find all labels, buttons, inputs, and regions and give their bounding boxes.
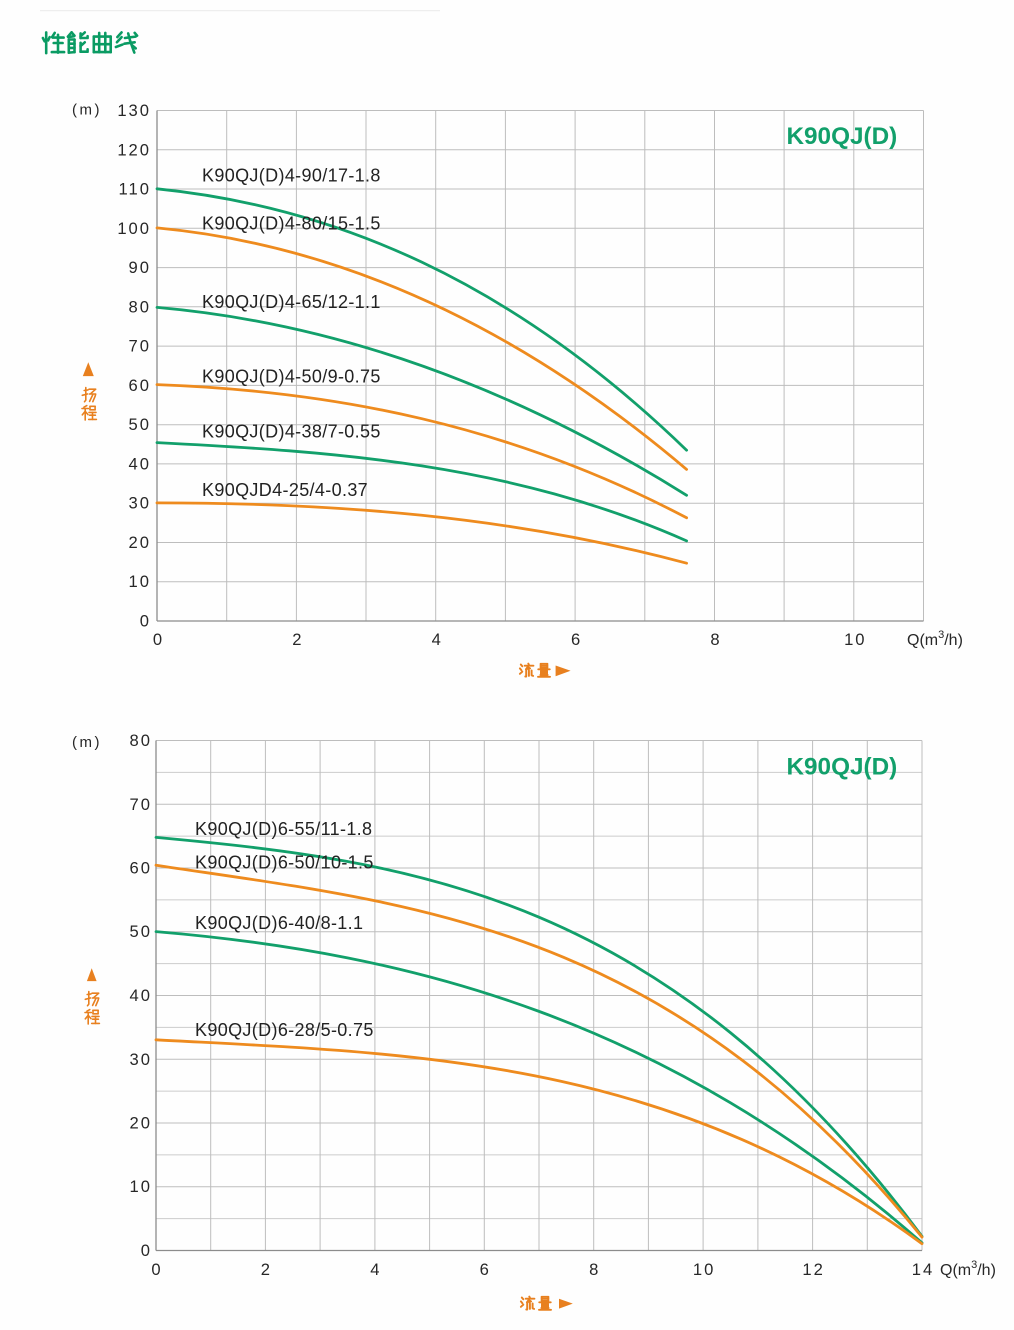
svg-text:40: 40	[130, 986, 152, 1005]
svg-text:K90QJ(D)4-80/15-1.5: K90QJ(D)4-80/15-1.5	[202, 214, 381, 234]
svg-text:70: 70	[130, 795, 152, 814]
svg-text:100: 100	[117, 219, 151, 238]
svg-text:K90QJ(D)4-90/17-1.8: K90QJ(D)4-90/17-1.8	[202, 166, 381, 186]
svg-text:12: 12	[802, 1260, 824, 1279]
svg-text:6: 6	[571, 630, 582, 649]
svg-text:20: 20	[130, 1114, 152, 1133]
svg-text:10: 10	[129, 572, 151, 591]
svg-text:2: 2	[292, 630, 303, 649]
svg-text:K90QJ(D)4-38/7-0.55: K90QJ(D)4-38/7-0.55	[202, 422, 381, 442]
svg-text:10: 10	[844, 630, 866, 649]
svg-text:80: 80	[129, 297, 151, 316]
svg-text:0: 0	[140, 612, 151, 631]
svg-text:(m): (m)	[72, 102, 102, 119]
svg-text:130: 130	[117, 101, 151, 120]
svg-text:10: 10	[130, 1177, 152, 1196]
svg-text:K90QJ(D)4-65/12-1.1: K90QJ(D)4-65/12-1.1	[202, 292, 381, 312]
svg-text:K90QJD4-25/4-0.37: K90QJD4-25/4-0.37	[202, 480, 368, 500]
svg-text:120: 120	[117, 140, 151, 159]
svg-text:Q(m3/h): Q(m3/h)	[940, 1259, 996, 1279]
svg-text:30: 30	[130, 1050, 152, 1069]
svg-text:0: 0	[151, 1260, 162, 1279]
svg-text:8: 8	[589, 1260, 600, 1279]
svg-text:4: 4	[432, 630, 443, 649]
svg-text:50: 50	[130, 922, 152, 941]
svg-text:K90QJ(D): K90QJ(D)	[787, 123, 898, 150]
svg-text:4: 4	[370, 1260, 381, 1279]
svg-text:80: 80	[130, 731, 152, 750]
svg-text:40: 40	[129, 454, 151, 473]
svg-text:0: 0	[141, 1241, 152, 1260]
svg-text:60: 60	[130, 859, 152, 878]
svg-text:0: 0	[153, 630, 164, 649]
svg-text:2: 2	[261, 1260, 272, 1279]
svg-text:8: 8	[710, 630, 721, 649]
svg-text:6: 6	[480, 1260, 491, 1279]
svg-text:60: 60	[129, 376, 151, 395]
svg-text:K90QJ(D): K90QJ(D)	[787, 754, 898, 781]
svg-text:K90QJ(D)6-40/8-1.1: K90QJ(D)6-40/8-1.1	[195, 913, 363, 933]
svg-text:14: 14	[912, 1260, 934, 1279]
svg-text:K90QJ(D)6-50/10-1.5: K90QJ(D)6-50/10-1.5	[195, 853, 374, 873]
svg-text:10: 10	[693, 1260, 715, 1279]
svg-text:90: 90	[129, 258, 151, 277]
svg-text:K90QJ(D)6-55/11-1.8: K90QJ(D)6-55/11-1.8	[195, 819, 372, 839]
svg-text:20: 20	[129, 533, 151, 552]
svg-text:(m): (m)	[72, 734, 102, 751]
svg-text:K90QJ(D)4-50/9-0.75: K90QJ(D)4-50/9-0.75	[202, 367, 381, 387]
svg-text:110: 110	[119, 180, 151, 199]
svg-text:Q(m3/h): Q(m3/h)	[907, 629, 963, 649]
svg-text:30: 30	[129, 494, 151, 513]
svg-text:K90QJ(D)6-28/5-0.75: K90QJ(D)6-28/5-0.75	[195, 1020, 374, 1040]
svg-text:70: 70	[129, 337, 151, 356]
svg-text:50: 50	[129, 415, 151, 434]
